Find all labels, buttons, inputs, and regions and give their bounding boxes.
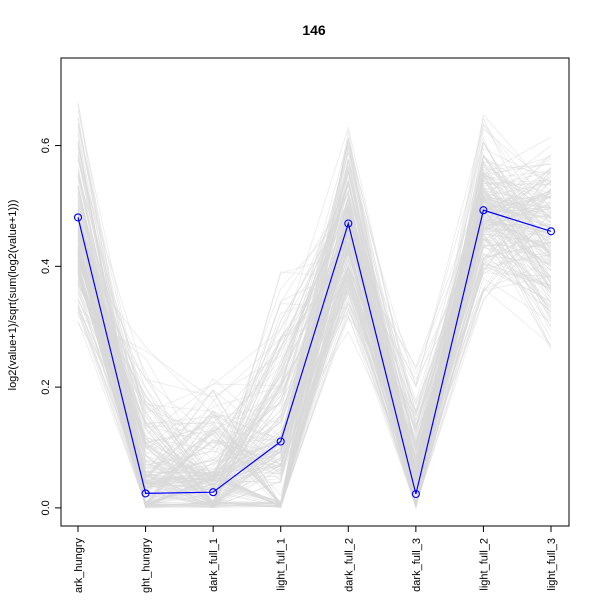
y-axis-label: log2(value+1)/sqrt(sum(log2(value+1))) — [7, 200, 19, 391]
background-line — [77, 210, 552, 509]
highlight-point — [344, 219, 353, 228]
background-line — [77, 251, 552, 508]
highlight-point — [141, 489, 150, 498]
x-tick-label: dark_full_1 — [208, 538, 220, 592]
background-line — [77, 189, 552, 506]
y-tick-label: 0.4 — [40, 259, 52, 274]
x-tick-label: ark_hungry — [73, 538, 85, 594]
x-tick-label: dark_full_3 — [411, 538, 423, 592]
highlight-line — [77, 209, 552, 495]
highlight-point — [479, 206, 488, 215]
x-tick-label: ght_hungry — [141, 538, 153, 594]
y-tick-label: 0.0 — [40, 500, 52, 515]
background-line — [77, 218, 552, 507]
y-tick-label: 0.6 — [40, 138, 52, 153]
highlight-point — [546, 227, 556, 236]
highlight-point — [73, 213, 83, 222]
background-line — [77, 204, 552, 509]
background-lines — [77, 101, 552, 510]
x-tick-label: dark_full_2 — [343, 538, 355, 592]
background-line — [77, 187, 552, 506]
x-tick-label: light_full_1 — [276, 538, 288, 591]
highlight-point — [276, 437, 285, 446]
background-line — [77, 189, 552, 509]
x-tick-label: light_full_2 — [478, 538, 490, 591]
y-axis: 0.0 0.2 0.4 0.6 — [40, 138, 61, 516]
background-line — [77, 200, 552, 507]
background-line — [77, 175, 552, 508]
x-axis: ark_hungry ght_hungry dark_full_1 light_ful… — [73, 526, 558, 593]
background-line — [77, 146, 552, 506]
x-tick-label: light_full_3 — [546, 538, 558, 591]
plot-frame — [60, 57, 570, 527]
chart-title: 146 — [302, 22, 326, 38]
background-line — [77, 172, 552, 508]
background-line — [77, 128, 552, 505]
background-line — [77, 191, 552, 505]
background-line — [77, 160, 552, 452]
y-tick-label: 0.2 — [40, 379, 52, 394]
highlight-series — [73, 206, 556, 499]
background-line — [77, 212, 552, 508]
highlight-point — [411, 489, 420, 499]
highlight-point — [209, 488, 218, 497]
background-line — [77, 172, 552, 508]
